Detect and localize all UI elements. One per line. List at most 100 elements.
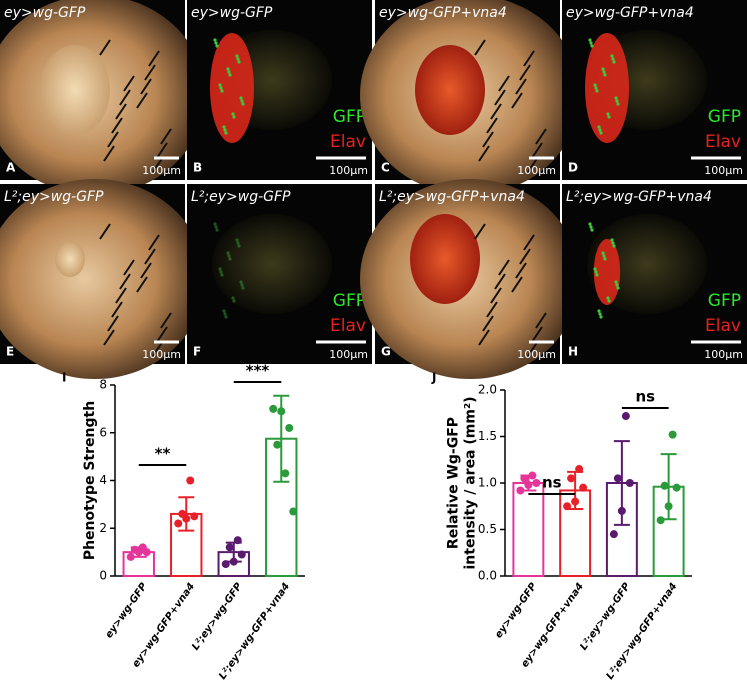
y-axis-label: Phenotype Strength [82, 401, 98, 560]
data-point [625, 479, 634, 487]
gfp-signal [614, 280, 618, 284]
gfp-signal [237, 244, 241, 248]
gfp-signal [610, 238, 614, 242]
gfp-signal [213, 38, 217, 42]
scale-label: 100µm [329, 164, 368, 177]
photo-panel [187, 184, 372, 364]
panel-letter: A [6, 161, 16, 175]
gfp-signal [224, 131, 228, 135]
gfp-signal [218, 83, 222, 87]
bristle [498, 75, 510, 92]
scale-label: 100µm [704, 164, 743, 177]
gfp-signal [593, 267, 597, 271]
bristle [111, 301, 123, 318]
data-point [532, 479, 541, 487]
gfp-signal [223, 128, 227, 132]
gfp-signal [601, 67, 605, 71]
gfp-signal [597, 309, 601, 313]
bristle [119, 89, 131, 106]
bristle [515, 262, 527, 279]
elav-signal [593, 239, 621, 305]
data-point [567, 474, 576, 483]
photo-panel [562, 184, 747, 364]
scale-label: 100µm [517, 348, 556, 361]
gfp-signal [241, 286, 245, 290]
data-point [571, 497, 580, 506]
panel-letter: B [193, 161, 202, 175]
gfp-signal [228, 257, 232, 261]
gfp-signal [236, 241, 240, 245]
gfp-signal [599, 131, 603, 135]
bristle [511, 276, 523, 293]
gfp-signal [240, 283, 244, 287]
bristle [103, 145, 115, 162]
gfp-signal [594, 86, 598, 90]
bristle [140, 78, 152, 95]
data-point [281, 469, 290, 478]
y-tick-label: 4 [99, 473, 107, 487]
gfp-signal [590, 44, 594, 48]
y-tick-label: 2.0 [478, 383, 497, 397]
bristle [156, 142, 168, 159]
bristle [474, 39, 486, 56]
bristle [119, 273, 131, 290]
bar [512, 482, 545, 577]
y-axis-label: intensity / area (mm²) [463, 396, 479, 569]
compound-eye [415, 45, 485, 135]
gfp-signal [615, 283, 619, 287]
gfp-signal [588, 222, 592, 226]
bristle [148, 50, 160, 67]
scale-label: 100µm [329, 348, 368, 361]
gfp-signal [231, 112, 235, 116]
gfp-signal [614, 96, 618, 100]
panel-letter: E [6, 345, 14, 359]
bristle [523, 234, 535, 251]
gfp-signal [231, 296, 235, 300]
y-tick-label: 8 [99, 378, 107, 392]
bristle [123, 75, 135, 92]
gfp-signal [235, 238, 239, 242]
gfp-signal [603, 257, 607, 261]
bristle [111, 117, 123, 134]
gfp-label: GFP [333, 107, 366, 127]
data-point [617, 506, 626, 515]
gfp-signal [616, 286, 620, 290]
gfp-signal [222, 309, 226, 313]
gfp-signal [215, 228, 219, 232]
photo-panel [0, 0, 205, 195]
bristle [478, 145, 490, 162]
gfp-label: GFP [708, 107, 741, 127]
gfp-signal [611, 241, 615, 245]
photo-panel [187, 0, 372, 180]
bristle [99, 223, 111, 240]
bristle [144, 248, 156, 265]
y-tick-label: 0.5 [478, 522, 497, 536]
gfp-label: GFP [708, 291, 741, 311]
data-point [609, 530, 618, 539]
gfp-signal [236, 57, 240, 61]
data-point [233, 536, 242, 545]
data-point [273, 440, 282, 449]
data-point [563, 502, 572, 511]
photo-panel [562, 0, 747, 180]
compound-eye [40, 45, 110, 135]
y-tick-label: 0 [99, 569, 107, 583]
bristle [486, 117, 498, 134]
gfp-signal [598, 128, 602, 132]
bristle [515, 78, 527, 95]
gfp-signal [226, 67, 230, 71]
data-point [520, 474, 529, 483]
gfp-signal [610, 54, 614, 58]
gfp-signal [226, 251, 230, 255]
data-point [613, 474, 622, 483]
data-point [221, 560, 230, 569]
bristle [535, 128, 547, 145]
data-point [126, 552, 135, 561]
bristle [160, 128, 172, 145]
data-point [225, 543, 234, 552]
y-axis-label: Relative Wg-GFP [446, 417, 462, 549]
gfp-signal [616, 102, 620, 106]
compound-eye [55, 241, 85, 277]
gfp-signal [601, 251, 605, 255]
